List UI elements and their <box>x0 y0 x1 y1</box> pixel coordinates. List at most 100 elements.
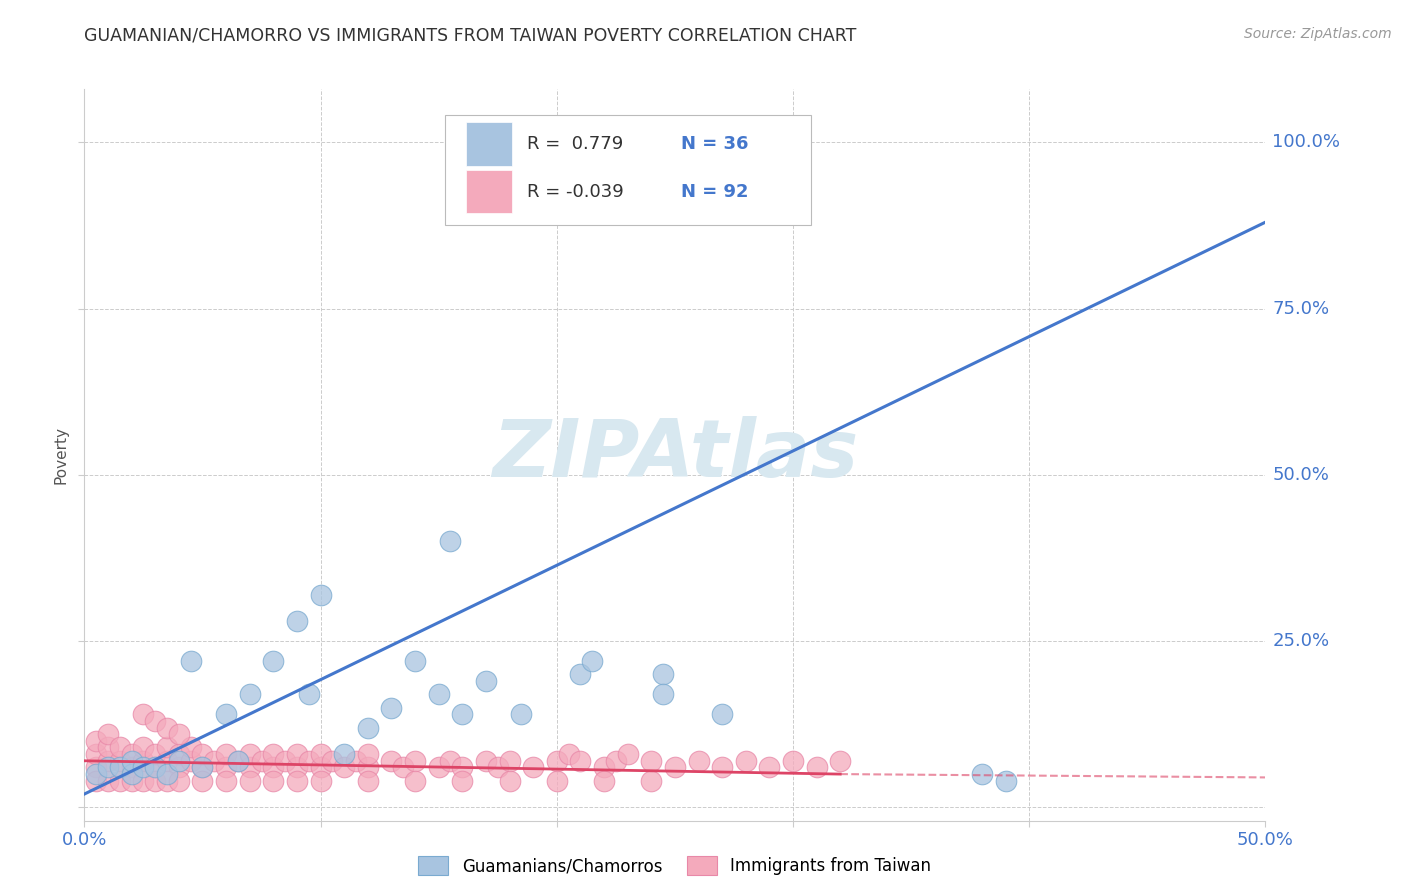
Point <box>451 707 474 722</box>
Point <box>274 754 297 768</box>
Point <box>121 767 143 781</box>
Point <box>734 754 756 768</box>
Point <box>581 654 603 668</box>
Point <box>84 747 107 761</box>
Point <box>132 760 155 774</box>
Point <box>250 754 273 768</box>
Point <box>522 760 544 774</box>
Point <box>321 754 343 768</box>
Point <box>451 773 474 788</box>
Point <box>132 707 155 722</box>
Point <box>404 654 426 668</box>
Point <box>97 773 120 788</box>
Point <box>298 687 321 701</box>
Point <box>239 687 262 701</box>
Point <box>333 747 356 761</box>
FancyBboxPatch shape <box>465 122 512 166</box>
Y-axis label: Poverty: Poverty <box>53 425 69 484</box>
FancyBboxPatch shape <box>465 170 512 213</box>
Point <box>285 760 308 774</box>
Point <box>180 654 202 668</box>
Point <box>664 760 686 774</box>
Point <box>970 767 993 781</box>
Point <box>239 747 262 761</box>
Point <box>191 760 214 774</box>
Point <box>309 747 332 761</box>
Point <box>156 754 179 768</box>
Point <box>167 727 190 741</box>
Text: Source: ZipAtlas.com: Source: ZipAtlas.com <box>1244 27 1392 41</box>
Text: 100.0%: 100.0% <box>1272 134 1340 152</box>
Point <box>262 760 284 774</box>
Point <box>333 760 356 774</box>
Point <box>143 714 166 728</box>
Point <box>262 747 284 761</box>
Point <box>97 740 120 755</box>
Point <box>439 754 461 768</box>
Point <box>782 754 804 768</box>
Point <box>546 754 568 768</box>
Point <box>569 754 592 768</box>
Legend: Guamanians/Chamorros, Immigrants from Taiwan: Guamanians/Chamorros, Immigrants from Ta… <box>412 849 938 882</box>
Point <box>215 707 238 722</box>
Point <box>108 773 131 788</box>
Point <box>191 760 214 774</box>
Point <box>108 760 131 774</box>
Point <box>380 754 402 768</box>
Point <box>84 767 107 781</box>
Point <box>285 747 308 761</box>
Point <box>994 773 1017 788</box>
Point <box>167 773 190 788</box>
Point <box>309 773 332 788</box>
Point <box>285 773 308 788</box>
Point <box>84 773 107 788</box>
Point <box>357 760 380 774</box>
Text: N = 36: N = 36 <box>681 135 748 153</box>
Point <box>404 754 426 768</box>
Point <box>156 721 179 735</box>
Point <box>121 773 143 788</box>
Text: GUAMANIAN/CHAMORRO VS IMMIGRANTS FROM TAIWAN POVERTY CORRELATION CHART: GUAMANIAN/CHAMORRO VS IMMIGRANTS FROM TA… <box>84 27 856 45</box>
Point <box>486 760 509 774</box>
Point <box>309 588 332 602</box>
Point <box>640 754 662 768</box>
Point <box>180 740 202 755</box>
Point <box>215 760 238 774</box>
Point <box>156 767 179 781</box>
Text: R =  0.779: R = 0.779 <box>527 135 623 153</box>
Point <box>546 773 568 788</box>
Point <box>239 773 262 788</box>
Point <box>262 654 284 668</box>
Point <box>97 760 120 774</box>
Point <box>132 773 155 788</box>
Point <box>143 747 166 761</box>
Point <box>215 773 238 788</box>
Point <box>167 754 190 768</box>
Point <box>475 673 498 688</box>
Point <box>202 754 225 768</box>
Text: R = -0.039: R = -0.039 <box>527 183 624 201</box>
Point <box>344 754 367 768</box>
Point <box>132 740 155 755</box>
Point <box>652 667 675 681</box>
Point <box>180 754 202 768</box>
Point <box>108 754 131 768</box>
Point <box>357 773 380 788</box>
Point <box>167 747 190 761</box>
Point <box>392 760 415 774</box>
Text: 75.0%: 75.0% <box>1272 300 1330 318</box>
Point <box>569 667 592 681</box>
Point <box>357 721 380 735</box>
Point <box>143 773 166 788</box>
Point <box>451 760 474 774</box>
Point <box>156 740 179 755</box>
Point <box>156 773 179 788</box>
FancyBboxPatch shape <box>444 115 811 225</box>
Point <box>84 760 107 774</box>
Text: ZIPAtlas: ZIPAtlas <box>492 416 858 494</box>
Point <box>711 760 734 774</box>
Point <box>711 707 734 722</box>
Point <box>97 754 120 768</box>
Point <box>498 773 520 788</box>
Point <box>143 760 166 774</box>
